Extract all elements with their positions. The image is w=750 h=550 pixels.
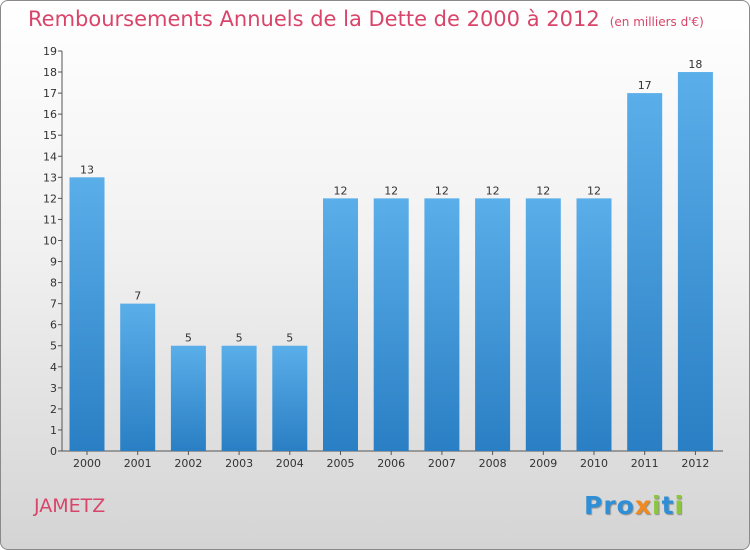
bar [627, 93, 663, 452]
value-labels: 13 7 5 5 5 12 12 12 12 12 12 17 18 [80, 58, 702, 345]
x-tick-label: 2012 [681, 457, 709, 470]
logo-letter: r [603, 491, 617, 520]
y-tick-label: 9 [50, 256, 57, 269]
x-tick-label: 2003 [225, 457, 253, 470]
chart-subtitle: (en milliers d'€) [609, 15, 704, 29]
x-tick-label: 2001 [124, 457, 152, 470]
data-label: 17 [638, 79, 652, 92]
y-tick-label: 15 [43, 129, 57, 142]
data-label: 12 [435, 184, 449, 197]
y-tick-label: 2 [50, 403, 57, 416]
bar [323, 198, 358, 451]
chart-title-text: Remboursements Annuels de la Dette de 20… [28, 7, 600, 31]
bar [576, 198, 612, 451]
proxiti-logo[interactable]: Proxiti [584, 491, 684, 520]
data-label: 5 [236, 332, 243, 345]
data-label: 5 [286, 332, 293, 345]
logo-letter: i [674, 491, 685, 520]
y-tick-label: 7 [50, 298, 57, 311]
y-tick-label: 0 [50, 445, 57, 458]
y-tick-label: 13 [43, 171, 57, 184]
data-label: 12 [587, 184, 601, 197]
bar [525, 198, 561, 451]
x-tick-label: 2007 [428, 457, 456, 470]
bar [69, 177, 105, 451]
bar [475, 198, 511, 451]
data-label: 12 [536, 184, 550, 197]
x-tick-label: 2008 [479, 457, 507, 470]
y-tick-label: 11 [43, 213, 57, 226]
data-label: 12 [334, 184, 348, 197]
y-tick-label: 6 [50, 319, 57, 332]
y-tick-label: 19 [43, 45, 57, 58]
y-tick-label: 5 [50, 340, 57, 353]
y-tick-label: 8 [50, 277, 57, 290]
data-label: 12 [384, 184, 398, 197]
bar [120, 303, 156, 451]
x-tick-label: 2005 [327, 457, 355, 470]
x-tick-label: 2006 [377, 457, 405, 470]
y-tick-label: 17 [43, 87, 57, 100]
logo-letter: t [661, 491, 675, 520]
y-tick-label: 3 [50, 382, 57, 395]
bar [677, 72, 713, 451]
y-tick-label: 18 [43, 66, 57, 79]
chart-title: Remboursements Annuels de la Dette de 20… [28, 7, 704, 31]
x-tick-label: 2011 [631, 457, 659, 470]
logo-letter: P [584, 491, 604, 520]
city-name: JAMETZ [34, 495, 106, 517]
y-tick-label: 1 [50, 424, 57, 437]
data-label: 12 [486, 184, 500, 197]
x-tick-label: 2010 [580, 457, 608, 470]
bar [373, 198, 409, 451]
bars [69, 72, 713, 452]
bar [424, 198, 460, 451]
x-tick-label: 2009 [529, 457, 557, 470]
y-tick-label: 14 [43, 150, 57, 163]
y-tick-label: 10 [43, 234, 57, 247]
x-tick-label: 2000 [73, 457, 101, 470]
bar [170, 345, 206, 451]
x-tick-label: 2004 [276, 457, 304, 470]
y-tick-label: 16 [43, 108, 57, 121]
logo-letter: x [634, 491, 652, 520]
data-label: 18 [688, 58, 702, 71]
bar [272, 345, 308, 451]
bar [221, 345, 257, 451]
data-label: 5 [185, 332, 192, 345]
x-tick-label: 2002 [174, 457, 202, 470]
data-label: 7 [134, 290, 141, 303]
logo-letter: o [616, 491, 635, 520]
data-label: 13 [80, 163, 94, 176]
y-tick-label: 4 [50, 361, 57, 374]
y-tick-label: 12 [43, 192, 57, 205]
logo-letter: i [652, 491, 662, 520]
